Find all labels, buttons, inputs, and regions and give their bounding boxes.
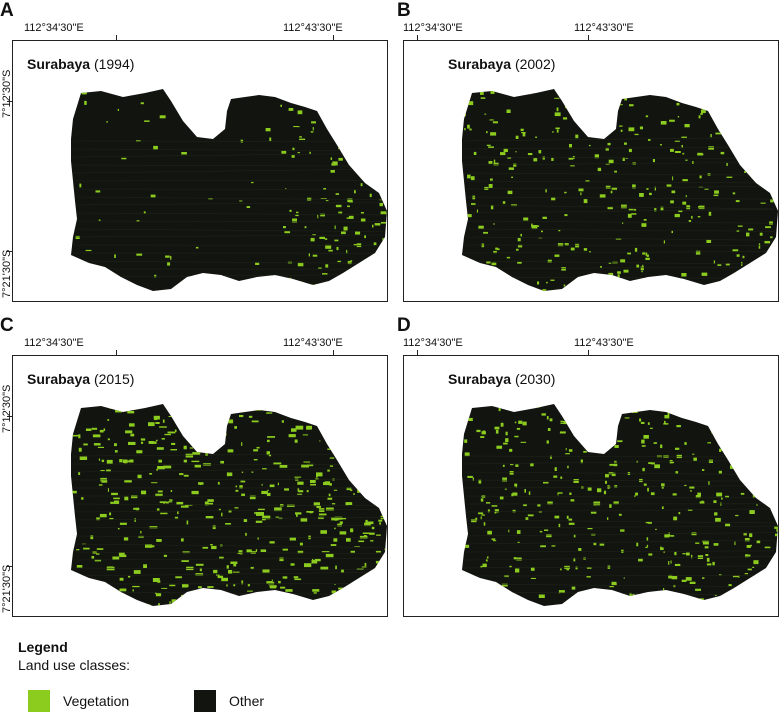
legend-label-vegetation: Vegetation bbox=[63, 693, 130, 709]
longitude-label-right: 112°43'30"E bbox=[574, 22, 634, 34]
longitude-label-left: 112°34'30"E bbox=[403, 22, 463, 34]
graticule-tick bbox=[417, 35, 418, 41]
graticule-tick bbox=[588, 35, 589, 41]
legend-swatch-vegetation bbox=[28, 690, 50, 712]
graticule-tick bbox=[588, 350, 589, 356]
panel-letter: D bbox=[397, 315, 411, 336]
city-name: Surabaya bbox=[448, 371, 512, 387]
graticule-tick bbox=[116, 350, 117, 356]
map-panel-c: C 112°34'30"E 112°43'30"E 7°12'30"S 7°21… bbox=[0, 315, 388, 620]
graticule-tick bbox=[7, 101, 13, 102]
legend-label-other: Other bbox=[229, 693, 265, 709]
map-panel-a: A 112°34'30"E 112°43'30"E 7°12'30"S 7°21… bbox=[0, 0, 388, 305]
legend-subtitle: Land use classes: bbox=[18, 657, 131, 673]
graticule-tick bbox=[7, 251, 13, 252]
graticule-tick bbox=[7, 416, 13, 417]
map-year: (2015) bbox=[93, 371, 135, 387]
map-frame: Surabaya (1994) bbox=[7, 35, 388, 302]
legend-swatch-other bbox=[194, 690, 216, 712]
road-lines bbox=[72, 140, 384, 278]
map-frame: Surabaya (2030) bbox=[403, 350, 779, 617]
graticule-tick bbox=[7, 566, 13, 567]
land-use-map bbox=[462, 89, 778, 291]
road-lines bbox=[463, 455, 775, 596]
map-title: Surabaya (2002) bbox=[448, 56, 555, 72]
longitude-label-right: 112°43'30"E bbox=[283, 22, 343, 34]
land-use-map bbox=[71, 89, 387, 291]
graticule-tick bbox=[333, 350, 334, 356]
road-lines bbox=[463, 136, 775, 279]
map-frame: Surabaya (2015) bbox=[7, 350, 388, 617]
city-area-other bbox=[71, 89, 387, 291]
panel-letter: C bbox=[0, 315, 14, 336]
map-year: (1994) bbox=[93, 56, 135, 72]
map-panel-b: B 112°34'30"E 112°43'30"E Surabaya (2002… bbox=[391, 0, 779, 305]
city-name: Surabaya bbox=[27, 56, 91, 72]
map-year: (2002) bbox=[514, 56, 556, 72]
city-name: Surabaya bbox=[27, 371, 91, 387]
graticule-tick bbox=[333, 35, 334, 41]
longitude-label-right: 112°43'30"E bbox=[283, 337, 343, 349]
map-title: Surabaya (2015) bbox=[27, 371, 134, 387]
map-title: Surabaya (2030) bbox=[448, 371, 555, 387]
longitude-label-left: 112°34'30"E bbox=[403, 337, 463, 349]
map-frame: Surabaya (2002) bbox=[403, 35, 779, 302]
land-use-map bbox=[71, 404, 387, 606]
graticule-tick bbox=[417, 350, 418, 356]
road-lines bbox=[72, 453, 384, 595]
longitude-label-left: 112°34'30"E bbox=[24, 337, 84, 349]
panel-letter: B bbox=[397, 0, 411, 21]
longitude-label-right: 112°43'30"E bbox=[574, 337, 634, 349]
panel-letter: A bbox=[0, 0, 14, 21]
map-year: (2030) bbox=[514, 371, 556, 387]
land-use-map bbox=[462, 404, 778, 606]
graticule-tick bbox=[116, 35, 117, 41]
city-name: Surabaya bbox=[448, 56, 512, 72]
map-title: Surabaya (1994) bbox=[27, 56, 134, 72]
legend-title: Legend bbox=[18, 639, 68, 655]
longitude-label-left: 112°34'30"E bbox=[24, 22, 84, 34]
map-panel-d: D 112°34'30"E 112°43'30"E Surabaya (2030… bbox=[391, 315, 779, 620]
city-area-other bbox=[462, 89, 778, 291]
